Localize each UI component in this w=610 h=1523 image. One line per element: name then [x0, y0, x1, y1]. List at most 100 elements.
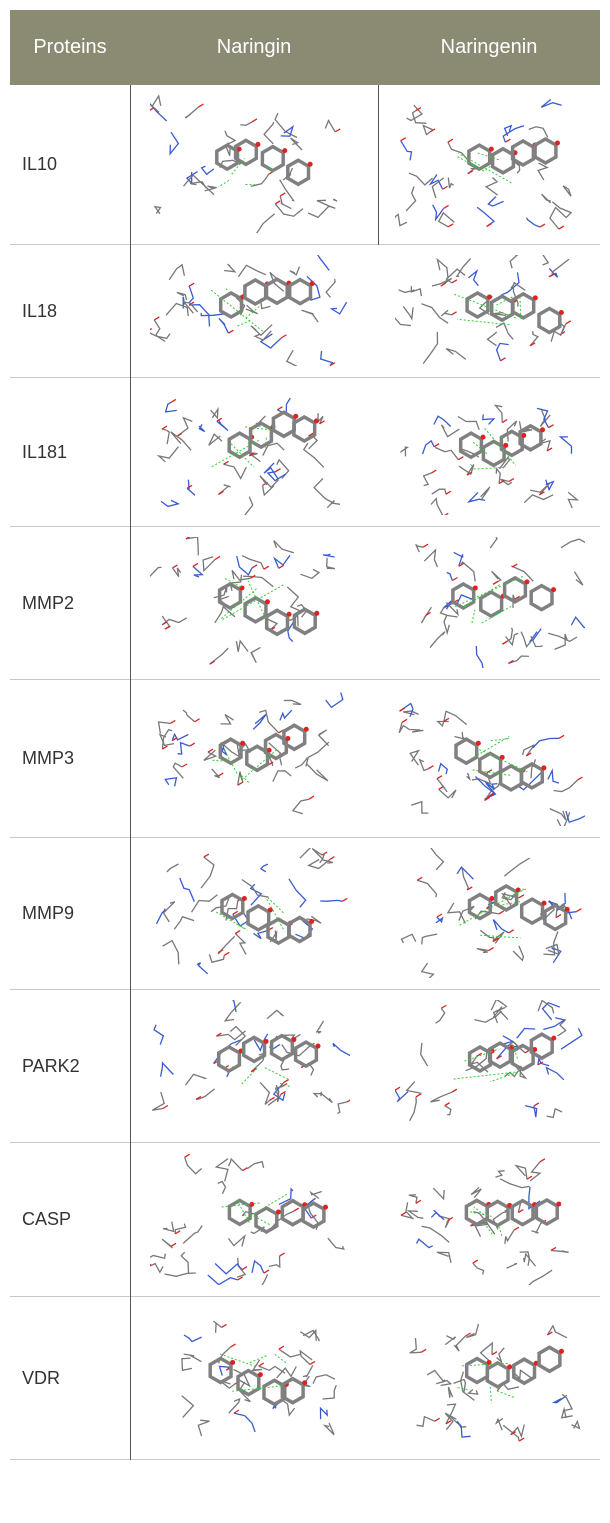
atom [524, 579, 529, 584]
image-cell [395, 95, 585, 238]
image-cell [150, 255, 350, 371]
stick [438, 720, 449, 726]
ring [290, 280, 311, 304]
stick [260, 1082, 270, 1104]
stick [174, 917, 194, 930]
stick [309, 796, 314, 799]
stick [395, 214, 407, 225]
atom [302, 1380, 307, 1385]
stick [313, 255, 330, 270]
stick [473, 1260, 478, 1263]
stick [161, 500, 178, 506]
stick [235, 934, 246, 955]
ring [245, 280, 266, 304]
ring [262, 147, 283, 171]
stick [411, 286, 421, 296]
stick [444, 205, 449, 208]
stick [532, 1223, 541, 1233]
stick [211, 409, 218, 418]
stick [533, 738, 559, 748]
ring [245, 598, 266, 622]
docking-image [395, 690, 585, 826]
stick [177, 418, 193, 437]
stick [193, 563, 198, 566]
stick [507, 1264, 518, 1269]
stick [560, 437, 571, 454]
stick [555, 634, 568, 649]
stick [228, 1236, 244, 1246]
stick [295, 758, 307, 768]
stick [483, 414, 494, 424]
h-bond [474, 467, 506, 469]
atom [487, 294, 492, 299]
stick [486, 178, 498, 196]
stick [300, 1351, 312, 1365]
stick [218, 773, 223, 776]
stick [155, 207, 161, 214]
stick [574, 572, 583, 586]
stick [264, 1270, 269, 1273]
stick [488, 332, 497, 346]
atom [489, 147, 494, 152]
stick [431, 470, 436, 473]
stick [274, 541, 294, 553]
stick [519, 895, 524, 898]
stick [395, 314, 411, 326]
stick [435, 447, 458, 459]
stick [454, 1336, 465, 1351]
stick [180, 878, 195, 902]
stick [186, 537, 198, 555]
stick [294, 1208, 299, 1211]
stick [466, 1324, 478, 1338]
stick [401, 138, 406, 141]
image-cell [395, 255, 585, 371]
stick [433, 205, 444, 220]
stick [185, 1157, 202, 1174]
atom [551, 1036, 556, 1041]
ring [492, 296, 513, 320]
header-cell: Proteins [10, 10, 130, 85]
stick [417, 1239, 433, 1247]
stick [559, 226, 564, 229]
stick [224, 464, 247, 478]
stick [182, 1358, 192, 1370]
stick [203, 557, 215, 571]
stick [458, 417, 479, 430]
stick [261, 864, 268, 872]
stick [559, 735, 564, 738]
stick [209, 954, 224, 962]
stick [522, 1270, 553, 1285]
stick [434, 444, 439, 447]
stick [510, 255, 521, 268]
stick [195, 719, 200, 722]
h-bond [242, 1068, 257, 1084]
atom [559, 1349, 564, 1354]
stick [323, 554, 335, 557]
stick [269, 1256, 280, 1267]
stick [333, 1043, 350, 1056]
ring [456, 739, 477, 763]
stick [547, 1068, 564, 1080]
stick [321, 351, 333, 366]
docking-image [395, 537, 585, 668]
stick [253, 714, 266, 729]
stick [254, 931, 268, 939]
atom [310, 281, 315, 286]
protein-name: MMP3 [22, 748, 74, 769]
ring [267, 610, 288, 634]
h-bond [490, 1387, 491, 1403]
stick [173, 763, 183, 778]
stick [446, 491, 451, 494]
stick [452, 1089, 457, 1092]
ring [505, 578, 526, 602]
image-cell [395, 537, 585, 673]
stick [275, 469, 280, 472]
stick [399, 722, 410, 733]
stick [561, 539, 585, 548]
stick [550, 809, 566, 820]
atom [265, 599, 270, 604]
stick [538, 163, 547, 180]
docking-image [150, 95, 350, 233]
atom [521, 433, 526, 438]
stick [178, 743, 190, 754]
